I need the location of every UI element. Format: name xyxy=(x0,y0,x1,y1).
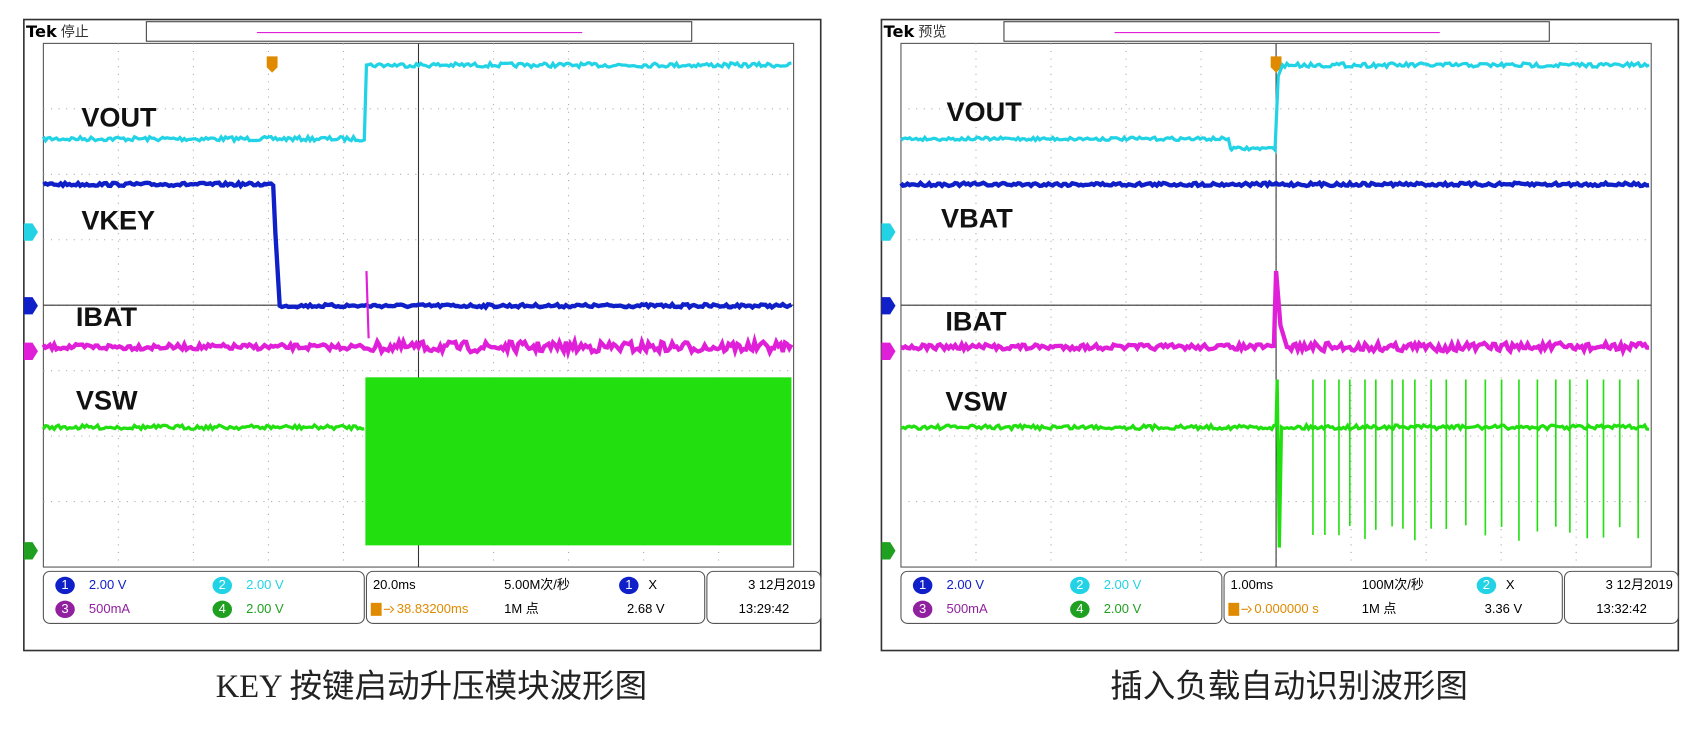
channel-badge xyxy=(212,600,233,619)
ref-marker xyxy=(881,223,896,241)
channel-badge xyxy=(55,600,75,619)
vout-trace xyxy=(900,60,1650,154)
ref-marker xyxy=(23,542,38,560)
ref-marker xyxy=(23,297,38,315)
channel-scale: 2.00 V xyxy=(89,577,127,592)
scope-panel: Tek 预览 VOUT VBAT IBAT VSW 1 2.00 V 2 2.00 V 3 500mA… xyxy=(880,18,1680,705)
status-box xyxy=(900,570,1223,624)
trigger-position: 0.000000 s xyxy=(1254,601,1319,616)
vkey-trace xyxy=(42,179,793,311)
channel-badge xyxy=(1070,576,1090,595)
trace-label: VSW xyxy=(945,385,1007,416)
caption: KEY 按键启动升压模块波形图 xyxy=(216,668,647,705)
channel-number: 2 xyxy=(1076,577,1083,592)
channel-number: 3 xyxy=(919,601,926,616)
record-length: 1M 点 xyxy=(1362,601,1397,616)
channel-scale: 2.00 V xyxy=(946,577,984,592)
status-box xyxy=(706,570,822,624)
status: 停止 xyxy=(61,24,89,41)
channel-scale: 2.00 V xyxy=(246,577,284,592)
trigger-position: 38.83200ms xyxy=(397,601,469,616)
trigger-mode: X xyxy=(648,577,657,592)
brand: Tek xyxy=(884,22,916,41)
record-length: 1M 点 xyxy=(504,601,539,616)
brand: Tek xyxy=(26,22,58,41)
channel-badge xyxy=(55,576,75,595)
channel-scale: 500mA xyxy=(89,601,131,616)
trigger-level: 3.36 V xyxy=(1485,601,1523,616)
date: 3 12月2019 xyxy=(748,577,815,592)
record-bar xyxy=(1003,21,1550,42)
trigger-icon xyxy=(1228,602,1240,616)
trigger-marker xyxy=(266,56,278,73)
status-box xyxy=(42,570,365,624)
trigger-marker xyxy=(1270,56,1282,73)
status-box xyxy=(1563,570,1679,624)
date: 3 12月2019 xyxy=(1606,577,1673,592)
channel-badge xyxy=(212,576,233,595)
trigger-channel-badge xyxy=(619,576,639,595)
trace-label: IBAT xyxy=(945,305,1007,336)
channel-number: 1 xyxy=(919,577,926,592)
channel-scale: 2.00 V xyxy=(246,601,284,616)
ref-marker xyxy=(881,542,896,560)
time: 13:29:42 xyxy=(739,601,790,616)
trace-label: IBAT xyxy=(76,301,138,332)
status: 预览 xyxy=(918,25,946,41)
time: 13:32:42 xyxy=(1596,601,1647,616)
channel-number: 4 xyxy=(219,601,226,616)
scope-panel: Tek 停止 VOUT VKEY IBAT VSW 1 2.00 V 2 2.00 V 3 500mA… xyxy=(23,18,822,705)
trigger-icon xyxy=(370,602,382,616)
ref-marker xyxy=(881,342,896,360)
channel-badge xyxy=(912,600,933,619)
trigger-channel-badge xyxy=(1476,576,1497,595)
timebase: 20.0ms xyxy=(373,577,416,592)
ibat-trace xyxy=(900,270,1650,358)
trigger-arrow xyxy=(1241,605,1252,613)
trace-label: VBAT xyxy=(941,202,1013,233)
sample-rate: 100M次/秒 xyxy=(1362,577,1424,592)
channel-scale: 500mA xyxy=(946,601,988,616)
channel-badge xyxy=(912,576,933,595)
ibat-spike xyxy=(365,271,370,339)
ref-marker xyxy=(881,297,896,315)
ref-marker xyxy=(23,223,38,241)
trace-label: VSW xyxy=(76,384,138,415)
vsw-trace xyxy=(900,379,1650,548)
trigger-channel: 2 xyxy=(1483,577,1490,592)
trace-label: VOUT xyxy=(946,96,1022,127)
channel-number: 2 xyxy=(219,577,226,592)
vout-trace xyxy=(41,59,792,145)
record-bar xyxy=(145,21,693,42)
vsw-switching xyxy=(365,377,792,546)
channel-number: 1 xyxy=(61,577,68,592)
trace-label: VKEY xyxy=(81,204,155,235)
sample-rate: 5.00M次/秒 xyxy=(504,577,570,592)
trace-label: VOUT xyxy=(81,101,157,132)
trigger-arrow xyxy=(383,605,395,613)
timebase: 1.00ms xyxy=(1231,577,1274,592)
ibat-trace xyxy=(41,332,794,360)
vbat-trace xyxy=(899,179,1650,190)
trigger-mode: X xyxy=(1506,577,1515,592)
channel-scale: 2.00 V xyxy=(1104,577,1142,592)
channel-badge xyxy=(1070,600,1090,619)
ref-marker xyxy=(23,342,38,360)
trigger-level: 2.68 V xyxy=(627,601,665,616)
channel-scale: 2.00 V xyxy=(1104,601,1142,616)
channel-number: 4 xyxy=(1076,601,1083,616)
caption: 插入负载自动识别波形图 xyxy=(1110,668,1468,705)
channel-number: 3 xyxy=(61,601,68,616)
trigger-channel: 1 xyxy=(625,577,632,592)
vsw-trace xyxy=(41,422,365,433)
